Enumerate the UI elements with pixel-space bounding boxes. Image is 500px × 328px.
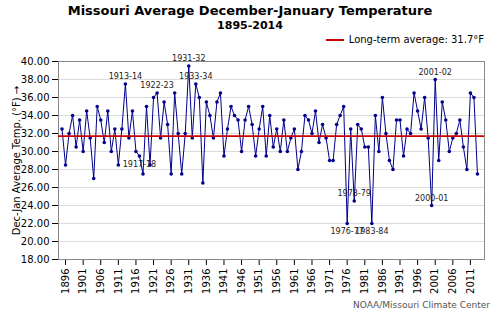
svg-text:1936: 1936: [201, 269, 212, 294]
svg-text:1931-32: 1931-32: [172, 54, 205, 63]
svg-text:1991: 1991: [394, 269, 405, 294]
svg-text:34.00: 34.00: [21, 110, 50, 121]
svg-text:1981: 1981: [359, 269, 370, 294]
html-text:NOAA/Missouri Climate Center: NOAA/Missouri Climate Center: [353, 300, 490, 310]
svg-text:24.00: 24.00: [21, 200, 50, 211]
svg-text:1976: 1976: [341, 269, 352, 294]
svg-text:1916: 1916: [130, 269, 141, 294]
svg-text:28.00: 28.00: [21, 164, 50, 175]
svg-text:18.00: 18.00: [21, 254, 50, 265]
svg-text:1946: 1946: [236, 269, 247, 294]
svg-text:1996: 1996: [412, 269, 423, 294]
svg-text:1896: 1896: [60, 269, 71, 294]
svg-text:26.00: 26.00: [21, 182, 50, 193]
svg-text:1986: 1986: [377, 269, 388, 294]
svg-text:1922-23: 1922-23: [140, 81, 173, 90]
svg-text:2001: 2001: [429, 269, 440, 294]
svg-text:1951: 1951: [253, 269, 264, 294]
svg-text:22.00: 22.00: [21, 218, 50, 229]
svg-text:40.00: 40.00: [21, 56, 50, 67]
svg-text:1917-18: 1917-18: [123, 160, 156, 169]
svg-text:38.00: 38.00: [21, 74, 50, 85]
svg-text:1931: 1931: [183, 269, 194, 294]
svg-text:Dec-Jan Average Temp. (°F) →: Dec-Jan Average Temp. (°F) →: [11, 86, 22, 235]
svg-text:1961: 1961: [289, 269, 300, 294]
svg-text:2001-02: 2001-02: [418, 68, 451, 77]
html-text:Long-term average: 31.7°F: Long-term average: 31.7°F: [348, 34, 484, 45]
svg-text:1978-79: 1978-79: [338, 189, 371, 198]
svg-text:1956: 1956: [271, 269, 282, 294]
svg-text:2000-01: 2000-01: [415, 194, 448, 203]
svg-text:1966: 1966: [306, 269, 317, 294]
svg-text:1971: 1971: [324, 269, 335, 294]
html-text:Missouri Average December-Janu: Missouri Average December-January Temper…: [67, 3, 433, 18]
svg-text:20.00: 20.00: [21, 236, 50, 247]
svg-text:2011: 2011: [465, 269, 476, 294]
svg-text:2006: 2006: [447, 269, 458, 294]
svg-text:1921: 1921: [148, 269, 159, 294]
svg-text:1983-84: 1983-84: [355, 227, 388, 236]
svg-text:30.00: 30.00: [21, 146, 50, 157]
svg-text:1933-34: 1933-34: [179, 72, 212, 81]
svg-text:1926: 1926: [165, 269, 176, 294]
svg-text:32.00: 32.00: [21, 128, 50, 139]
html-text:1895-2014: 1895-2014: [217, 19, 283, 32]
svg-text:1911: 1911: [113, 269, 124, 294]
svg-text:1941: 1941: [218, 269, 229, 294]
svg-text:1906: 1906: [95, 269, 106, 294]
svg-text:1901: 1901: [77, 269, 88, 294]
svg-text:1913-14: 1913-14: [109, 72, 142, 81]
svg-text:36.00: 36.00: [21, 92, 50, 103]
svg-text:1976-77: 1976-77: [330, 227, 364, 237]
